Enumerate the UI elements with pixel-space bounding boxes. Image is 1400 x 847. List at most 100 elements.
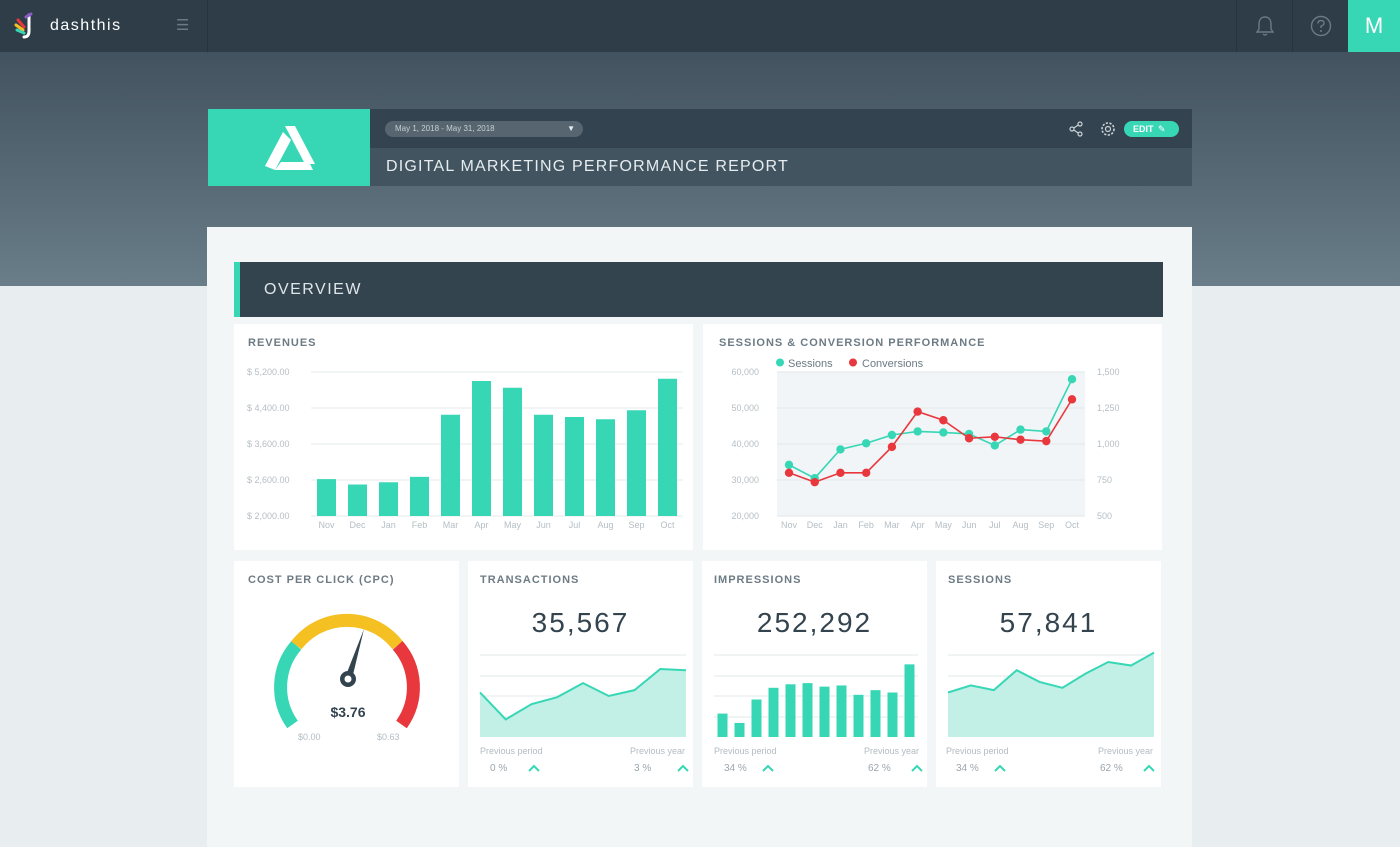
- dashthis-logo-icon: [12, 11, 42, 41]
- report-header: May 1, 2018 - May 31, 2018 ▼ EDIT ✎ DIGI…: [370, 109, 1192, 186]
- cpc-widget[interactable]: COST PER CLICK (CPC) $3.76 $0.00 $0.63: [234, 561, 459, 787]
- y-left-tick-label: 50,000: [731, 403, 759, 413]
- sessions-sparkline: [947, 651, 1155, 737]
- bar: [658, 378, 677, 516]
- client-logo-icon: [265, 125, 315, 170]
- y-left-tick-label: 40,000: [731, 439, 759, 449]
- bar: [717, 713, 728, 737]
- x-tick-label: Mar: [884, 520, 900, 530]
- x-tick-label: Jul: [989, 520, 1001, 530]
- prev-year-value: 62 %: [1100, 763, 1123, 774]
- bar: [768, 687, 779, 737]
- menu-icon[interactable]: ☰: [176, 17, 190, 34]
- bar: [348, 484, 367, 516]
- widget-title: COST PER CLICK (CPC): [248, 574, 395, 586]
- help-icon: [1310, 15, 1331, 37]
- x-tick-label: Mar: [443, 520, 459, 530]
- prev-period-value: 34 %: [956, 763, 979, 774]
- data-point: [836, 445, 845, 454]
- data-point: [810, 477, 819, 487]
- pencil-icon: ✎: [1158, 124, 1166, 134]
- bar: [802, 683, 813, 737]
- data-point: [887, 430, 897, 440]
- y-right-tick-label: 750: [1097, 475, 1112, 485]
- y-right-tick-label: 1,500: [1097, 367, 1120, 377]
- kpi-value: 252,292: [756, 607, 873, 638]
- data-point: [964, 434, 974, 443]
- prev-period-label: Previous period: [946, 746, 1009, 756]
- edit-button[interactable]: EDIT ✎: [1124, 121, 1179, 137]
- arrow-up-icon: [762, 764, 774, 772]
- data-point: [1016, 425, 1025, 434]
- x-tick-label: Oct: [660, 520, 675, 530]
- x-tick-label: Apr: [911, 520, 925, 530]
- kpi-value: 35,567: [531, 607, 630, 638]
- legend-marker: [776, 358, 784, 367]
- widget-title: REVENUES: [248, 337, 317, 349]
- bar: [785, 684, 796, 737]
- bar: [379, 482, 398, 516]
- x-tick-label: Apr: [474, 520, 488, 530]
- bar: [441, 414, 460, 516]
- arrow-up-icon: [1143, 764, 1155, 772]
- bar: [596, 419, 615, 516]
- bar: [819, 686, 830, 737]
- prev-period-value: 34 %: [724, 763, 747, 774]
- bar: [317, 479, 336, 516]
- report-toolbar: May 1, 2018 - May 31, 2018 ▼ EDIT ✎: [370, 109, 1192, 148]
- bar: [751, 699, 762, 737]
- notifications-button[interactable]: [1236, 0, 1292, 52]
- bar: [887, 692, 898, 737]
- revenues-widget[interactable]: REVENUES $ 5,200.00 $ 4,400.00 $ 3,600.00 $…: [234, 324, 693, 550]
- data-point: [887, 442, 897, 452]
- sessions-conversions-widget[interactable]: SESSIONS & CONVERSION PERFORMANCE 60,000…: [703, 324, 1162, 550]
- gauge-needle: [344, 629, 364, 681]
- x-tick-label: Jun: [536, 520, 551, 530]
- data-point: [913, 407, 922, 416]
- date-range-label: May 1, 2018 - May 31, 2018: [395, 124, 495, 133]
- y-left-tick-label: 30,000: [731, 475, 759, 485]
- y-tick-label: $ 2,600.00: [247, 475, 290, 485]
- share-icon[interactable]: [1068, 121, 1084, 137]
- series-line-sessions: [788, 378, 1073, 480]
- y-right-tick-label: 1,250: [1097, 403, 1120, 413]
- bar: [836, 685, 847, 737]
- data-point: [861, 439, 871, 448]
- area-fill: [480, 669, 686, 737]
- date-range-selector[interactable]: May 1, 2018 - May 31, 2018 ▼: [385, 121, 583, 137]
- data-point: [1042, 436, 1051, 446]
- x-tick-label: Dec: [349, 520, 366, 530]
- brand[interactable]: dashthis ☰: [0, 0, 208, 52]
- x-tick-label: May: [935, 520, 953, 530]
- x-tick-label: Aug: [597, 520, 613, 530]
- user-avatar[interactable]: M: [1348, 0, 1400, 52]
- transactions-sparkline: [479, 654, 687, 737]
- prev-period-label: Previous period: [714, 746, 777, 756]
- y-tick-label: $ 5,200.00: [247, 367, 290, 377]
- bar: [734, 722, 745, 737]
- area-line: [479, 668, 687, 721]
- data-point: [1042, 427, 1051, 436]
- transactions-widget[interactable]: TRANSACTIONS 35,567 Previous period Prev…: [468, 561, 693, 787]
- bar: [870, 690, 881, 737]
- impressions-bar-sparkline: [714, 654, 918, 737]
- x-tick-label: Aug: [1013, 520, 1029, 530]
- revenues-chart: $ 5,200.00 $ 4,400.00 $ 3,600.00 $ 2,600.00…: [247, 367, 683, 530]
- data-point: [784, 468, 794, 477]
- y-left-tick-label: 60,000: [731, 367, 759, 377]
- prev-year-label: Previous year: [629, 746, 685, 756]
- impressions-widget[interactable]: IMPRESSIONS 252,292 Previous period Prev…: [702, 561, 927, 787]
- area-line: [947, 651, 1155, 694]
- y-right-tick-label: 500: [1097, 511, 1112, 521]
- arrow-up-icon: [677, 764, 689, 772]
- help-button[interactable]: [1292, 0, 1348, 52]
- bar: [410, 476, 429, 516]
- settings-gear-icon[interactable]: [1100, 121, 1116, 137]
- data-point: [1016, 435, 1025, 444]
- sessions-widget[interactable]: SESSIONS 57,841 Previous period Previous…: [936, 561, 1161, 787]
- legend-label: Conversions: [862, 358, 924, 370]
- section-title: OVERVIEW: [264, 281, 362, 298]
- kpi-value: 57,841: [999, 607, 1098, 638]
- arrow-up-icon: [994, 764, 1006, 772]
- area-fill: [948, 652, 1154, 737]
